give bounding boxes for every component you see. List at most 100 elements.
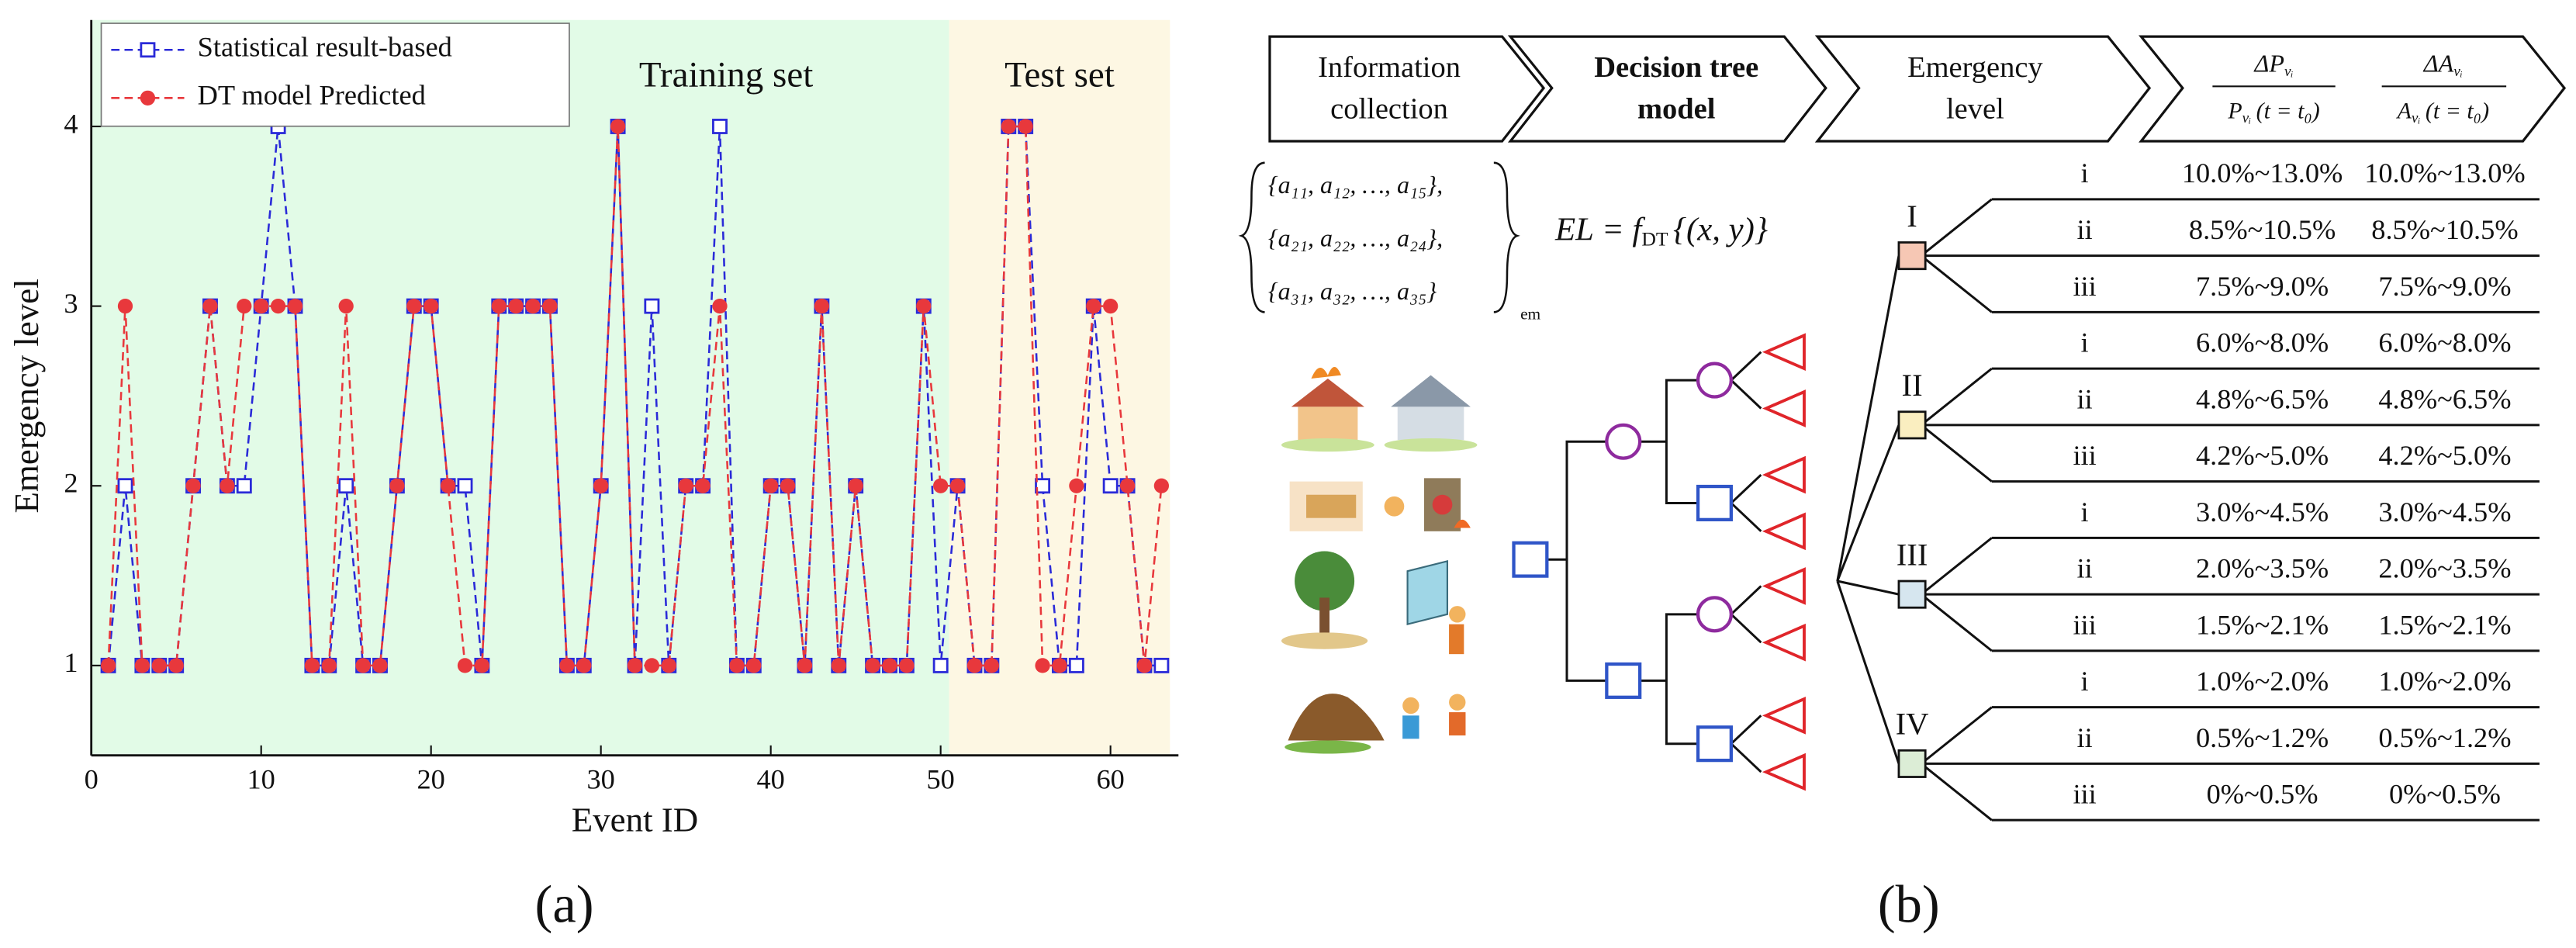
data-point [593, 478, 609, 493]
range-p: 4.8%~6.5% [2196, 383, 2329, 414]
data-point [559, 658, 575, 673]
data-point [1035, 658, 1050, 673]
x-axis-label: Event ID [572, 801, 698, 839]
range-a: 1.5%~2.1% [2378, 609, 2511, 640]
data-point [576, 658, 592, 673]
y-tick-label: 3 [64, 288, 78, 319]
data-point [729, 658, 745, 673]
data-point [117, 298, 133, 314]
sub-level: iii [2073, 609, 2096, 640]
fraction-numerator: ΔAvᵢ [2422, 50, 2463, 81]
data-point [424, 298, 439, 314]
data-point [236, 478, 252, 494]
data-point [254, 298, 269, 314]
range-p: 3.0%~4.5% [2196, 496, 2329, 528]
row-edge [1924, 258, 1993, 313]
level-node [1897, 241, 1927, 271]
step-arrow [1507, 35, 1827, 143]
brace [1493, 161, 1520, 313]
row-edge [1924, 537, 1993, 593]
data-point [542, 298, 558, 314]
level-table: Ii 10.0%~13.0% 10.0%~13.0%ii 8.5%~10.5% 8.5%… [1836, 157, 2540, 822]
tree-nodes [1512, 333, 1806, 791]
data-point [780, 478, 796, 493]
data-point [117, 478, 133, 494]
region-shade [91, 19, 949, 756]
data-point [1018, 119, 1033, 134]
level-name: I [1907, 199, 1917, 234]
range-a: 3.0%~4.5% [2378, 496, 2511, 528]
data-point [1153, 657, 1170, 673]
range-p: 2.0%~3.5% [2196, 553, 2329, 584]
range-a: 6.0%~8.0% [2378, 327, 2511, 358]
legend-label: DT model Predicted [198, 80, 426, 111]
range-a: 0.5%~1.2% [2378, 722, 2511, 753]
data-point [270, 298, 286, 314]
data-point [831, 658, 846, 673]
tree-edges [1547, 351, 1762, 773]
data-point [1153, 478, 1170, 493]
legend: Statistical result-based DT model Predict… [100, 22, 570, 127]
header-text: model [1637, 92, 1716, 125]
level-name: III [1897, 537, 1928, 572]
range-p: 4.2%~5.0% [2196, 440, 2329, 471]
fan-edge [1836, 580, 1900, 764]
level-name: II [1902, 368, 1923, 403]
data-point [202, 298, 218, 314]
feature-subscript: em [1520, 305, 1540, 323]
data-point [865, 658, 880, 673]
row-edge [1924, 427, 1993, 483]
data-point [1136, 658, 1153, 673]
step-arrow [1814, 35, 2152, 143]
y-tick-label: 1 [64, 647, 78, 678]
range-p: 1.5%~2.1% [2196, 609, 2329, 640]
data-point [185, 478, 201, 493]
sub-level: ii [2077, 383, 2093, 414]
range-p: 8.5%~10.5% [2189, 214, 2336, 245]
data-point [321, 658, 337, 673]
data-point [933, 478, 949, 493]
data-point [1035, 478, 1051, 494]
data-point [474, 658, 490, 673]
fan-edge [1836, 255, 1900, 582]
data-point [1086, 298, 1101, 314]
feature-set: {a₃₁, a₃₂, …, a₃₅} [1268, 277, 1437, 305]
equation: EL = fDT {(x, y)} [1554, 211, 1768, 250]
legend-marker [140, 42, 156, 58]
data-point [151, 658, 167, 673]
data-point [287, 298, 303, 314]
header-text: collection [1330, 92, 1448, 125]
data-point [797, 658, 813, 673]
line-chart: Training set Test set 0 10 20 30 40 50 60 1 2 3 4 Eve… [7, 19, 1179, 839]
sub-level: i [2081, 157, 2089, 189]
range-p: 0.5%~1.2% [2196, 722, 2329, 753]
sub-level: ii [2077, 722, 2093, 753]
legend-box [100, 22, 570, 127]
data-point [627, 658, 643, 673]
data-point [508, 298, 524, 314]
data-point [457, 478, 473, 494]
data-point [899, 658, 915, 673]
data-point [372, 658, 388, 673]
region-shade [949, 19, 1170, 756]
data-point [984, 658, 1000, 673]
sub-level: i [2081, 327, 2089, 358]
data-point [100, 658, 116, 673]
sub-level: iii [2073, 779, 2096, 810]
data-point [1069, 478, 1084, 493]
row-edge [1924, 597, 1993, 652]
sub-level: ii [2077, 214, 2093, 245]
data-point [237, 298, 252, 314]
range-a: 8.5%~10.5% [2371, 214, 2518, 245]
header-text: Emergency [1907, 51, 2043, 84]
row-edge [1924, 706, 1993, 762]
header-text: Information [1318, 51, 1461, 84]
level-node [1897, 410, 1927, 440]
range-a: 4.2%~5.0% [2378, 440, 2511, 471]
data-point [389, 478, 405, 493]
sub-level: i [2081, 496, 2089, 528]
sub-level: iii [2073, 440, 2096, 471]
data-point [712, 119, 728, 134]
range-a: 0%~0.5% [2389, 779, 2501, 810]
